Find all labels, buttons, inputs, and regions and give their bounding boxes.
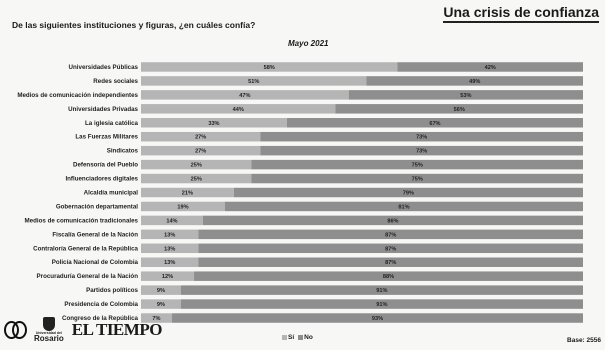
data-label-no: 79% bbox=[403, 191, 414, 197]
category-label: Partidos políticos bbox=[86, 287, 138, 294]
category-label: Policía Nacional de Colombia bbox=[52, 259, 139, 266]
data-label-no: 67% bbox=[429, 121, 440, 127]
category-label: Presidencia de Colombia bbox=[64, 301, 138, 308]
data-label-si: 44% bbox=[233, 107, 244, 113]
category-label: Medios de comunicación tradicionales bbox=[25, 217, 139, 224]
data-label-si: 13% bbox=[164, 260, 175, 266]
data-label-no: 75% bbox=[412, 177, 423, 183]
data-label-no: 87% bbox=[385, 246, 396, 252]
sample-base: Base: 2556 bbox=[567, 337, 601, 344]
data-label-si: 13% bbox=[164, 246, 175, 252]
legend-item-no: No bbox=[298, 334, 313, 341]
data-label-no: 87% bbox=[385, 260, 396, 266]
legend-swatch-si bbox=[282, 335, 287, 340]
logo-rosario-text: Rosario bbox=[34, 335, 64, 343]
category-label: Las Fuerzas Militares bbox=[75, 134, 138, 141]
data-label-si: 27% bbox=[195, 135, 206, 141]
chart-legend: Sí No bbox=[282, 334, 313, 341]
legend-swatch-no bbox=[298, 335, 303, 340]
data-label-si: 9% bbox=[157, 288, 165, 294]
data-label-no: 42% bbox=[485, 65, 496, 71]
category-label: Universidades Privadas bbox=[68, 106, 138, 113]
data-label-no: 49% bbox=[469, 79, 480, 85]
data-label-si: 19% bbox=[177, 204, 188, 210]
data-label-si: 25% bbox=[191, 177, 202, 183]
data-label-si: 14% bbox=[166, 218, 177, 224]
category-label: Influenciadores digitales bbox=[65, 176, 138, 183]
data-label-si: 12% bbox=[162, 274, 173, 280]
data-label-no: 56% bbox=[454, 107, 465, 113]
data-label-si: 13% bbox=[164, 232, 175, 238]
data-label-si: 21% bbox=[182, 191, 193, 197]
category-label: Universidades Públicas bbox=[69, 64, 139, 71]
category-label: La iglesia católica bbox=[85, 120, 139, 127]
data-label-si: 58% bbox=[264, 65, 275, 71]
data-label-no: 81% bbox=[398, 204, 409, 210]
category-label: Sindicatos bbox=[107, 148, 139, 155]
data-label-no: 73% bbox=[416, 135, 427, 141]
category-label: Fiscalía General de la Nación bbox=[52, 231, 138, 238]
data-label-si: 25% bbox=[191, 163, 202, 169]
data-label-no: 91% bbox=[376, 288, 387, 294]
legend-item-si: Sí bbox=[282, 334, 294, 341]
category-label: Medios de comunicación independientes bbox=[17, 92, 138, 99]
data-label-no: 86% bbox=[387, 218, 398, 224]
data-label-si: 9% bbox=[157, 302, 165, 308]
crest-icon bbox=[43, 317, 55, 331]
data-label-si: 33% bbox=[208, 121, 219, 127]
category-label: Defensoría del Pueblo bbox=[73, 162, 138, 169]
el-tiempo-logo: EL TIEMPO bbox=[72, 320, 162, 340]
legend-label-si: Sí bbox=[288, 334, 294, 341]
data-label-si: 27% bbox=[195, 149, 206, 155]
data-label-no: 87% bbox=[385, 232, 396, 238]
legend-label-no: No bbox=[304, 334, 313, 341]
universidad-rosario-logo: Universidad del Rosario bbox=[34, 317, 64, 343]
data-label-no: 73% bbox=[416, 149, 427, 155]
category-label: Contraloría General de la República bbox=[33, 245, 138, 252]
brand-logo-icon bbox=[4, 319, 26, 341]
data-label-no: 93% bbox=[372, 316, 383, 322]
data-label-no: 75% bbox=[412, 163, 423, 169]
footer-logos: Universidad del Rosario EL TIEMPO bbox=[4, 314, 162, 346]
data-label-si: 47% bbox=[239, 93, 250, 99]
category-label: Procuraduría General de la Nación bbox=[37, 273, 139, 280]
data-label-no: 91% bbox=[376, 302, 387, 308]
category-label: Gobernación departamental bbox=[56, 203, 138, 210]
category-label: Redes sociales bbox=[93, 78, 138, 85]
data-label-no: 88% bbox=[383, 274, 394, 280]
data-label-si: 51% bbox=[248, 79, 259, 85]
data-label-no: 53% bbox=[460, 93, 471, 99]
category-label: Alcaldía municipal bbox=[84, 190, 139, 197]
